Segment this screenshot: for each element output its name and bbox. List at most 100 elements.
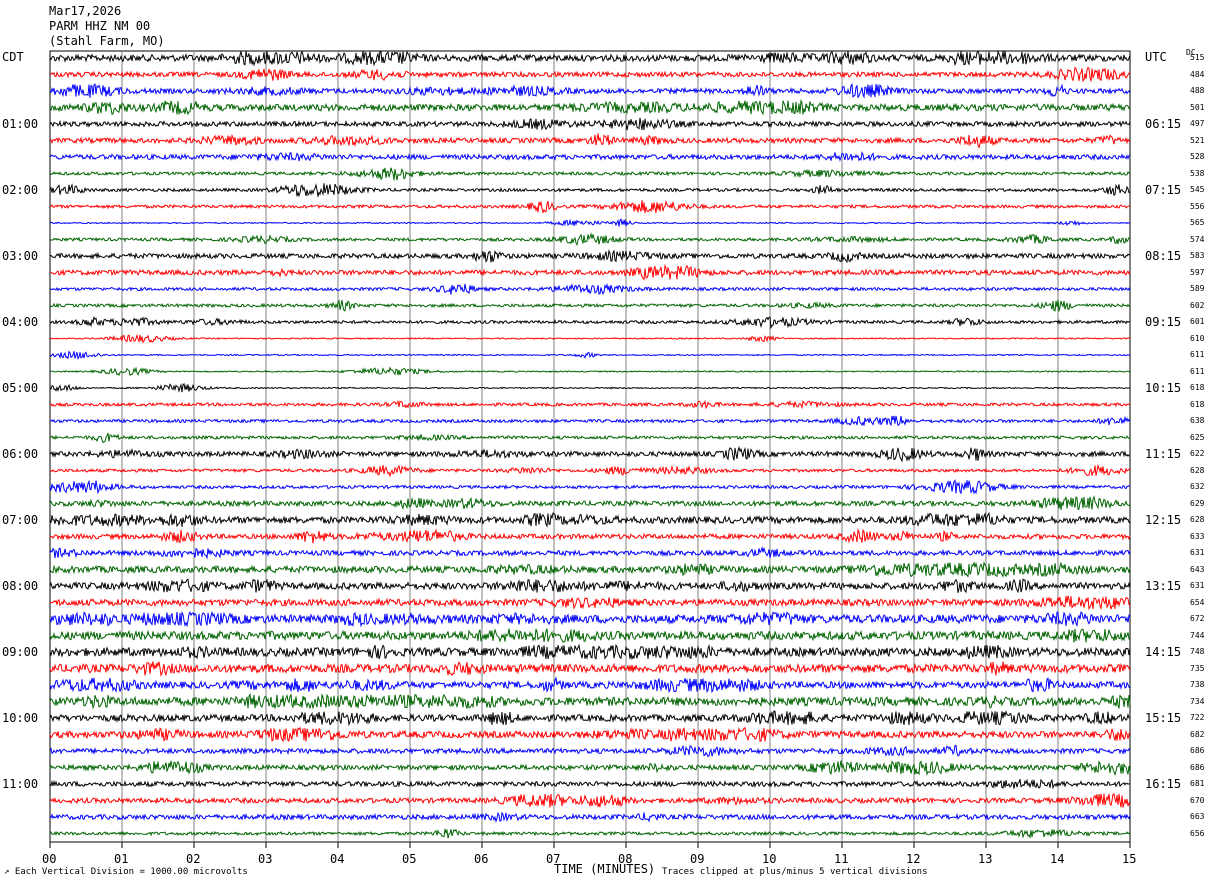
seismic-trace	[49, 382, 1131, 393]
seismic-trace	[49, 350, 1131, 361]
dc-offset-label: 722	[1190, 713, 1205, 722]
dc-offset-label: 622	[1190, 449, 1205, 458]
dc-offset-label: 545	[1190, 185, 1205, 194]
cdt-hour-label: 06:00	[2, 447, 39, 461]
seismic-trace	[49, 445, 1131, 463]
dc-offset-label: 574	[1190, 234, 1205, 244]
x-tick-label: 15	[1122, 852, 1137, 866]
seismic-trace	[49, 710, 1131, 727]
x-tick-label: 02	[186, 852, 201, 866]
utc-hour-label: 12:15	[1145, 513, 1182, 527]
dc-offset-label: 484	[1190, 69, 1205, 79]
utc-hour-label: 09:15	[1145, 315, 1182, 329]
dc-offset-label: 628	[1190, 515, 1205, 524]
dc-offset-label: 501	[1190, 102, 1205, 112]
seismic-trace	[49, 133, 1131, 149]
utc-hour-label: 06:15	[1145, 117, 1182, 131]
x-tick-label: 10	[762, 852, 777, 866]
plot-date: Mar17,2026	[49, 4, 122, 18]
seismic-trace	[49, 263, 1131, 281]
seismic-trace	[49, 49, 1131, 67]
seismic-trace	[49, 760, 1131, 777]
dc-offset-label: 618	[1190, 383, 1205, 392]
dc-offset-label: 628	[1190, 465, 1205, 475]
dc-column-label: DC	[1186, 48, 1196, 57]
dc-offset-label: 488	[1190, 86, 1205, 95]
seismic-trace	[49, 98, 1131, 116]
seismic-trace	[49, 366, 1131, 376]
seismic-trace	[49, 333, 1131, 344]
utc-hour-label: 15:15	[1145, 711, 1182, 725]
dc-offset-label: 672	[1190, 614, 1205, 623]
dc-offset-label: 556	[1190, 201, 1205, 211]
vertical-division-text: Each Vertical Division = 1000.00 microvo…	[14, 867, 248, 877]
dc-offset-label: 528	[1190, 152, 1205, 161]
dc-offset-label: 670	[1190, 795, 1205, 805]
cdt-hour-label: 08:00	[2, 579, 39, 593]
seismic-trace	[50, 200, 1131, 214]
cdt-hour-label: 04:00	[2, 315, 39, 329]
dc-offset-label: 610	[1190, 333, 1205, 343]
dc-offset-label: 631	[1190, 581, 1205, 590]
seismic-trace	[49, 660, 1131, 677]
cdt-hour-label: 10:00	[2, 711, 39, 725]
dc-offset-label: 681	[1190, 779, 1205, 788]
seismic-trace	[49, 432, 1131, 444]
x-tick-label: 05	[402, 852, 417, 866]
seismic-trace	[50, 415, 1131, 427]
cdt-hour-label: 09:00	[2, 645, 39, 659]
plot-frame	[49, 50, 1131, 843]
utc-hour-label: 13:15	[1145, 579, 1182, 593]
seismic-trace	[49, 479, 1131, 495]
x-tick-label: 08	[618, 852, 633, 866]
seismic-trace	[49, 643, 1131, 661]
dc-offset-label: 744	[1190, 630, 1205, 640]
x-tick-label: 09	[690, 852, 705, 866]
seismic-trace	[49, 512, 1131, 528]
dc-offset-label: 734	[1190, 696, 1205, 706]
dc-offset-label: 515	[1190, 53, 1205, 62]
dc-offset-label: 611	[1190, 366, 1205, 376]
dc-offset-label: 601	[1190, 317, 1205, 326]
seismic-trace	[49, 528, 1131, 544]
seismic-trace	[49, 578, 1131, 594]
seismic-trace	[49, 561, 1131, 578]
station-location: (Stahl Farm, MO)	[49, 34, 165, 48]
dc-offset-label: 611	[1190, 350, 1205, 359]
seismic-trace	[49, 218, 1131, 227]
dc-offset-label: 597	[1190, 267, 1205, 277]
dc-offset-label: 618	[1190, 399, 1205, 409]
station-code: PARM HHZ NM 00	[49, 19, 151, 33]
dc-offset-label: 682	[1190, 729, 1205, 739]
seismic-trace	[49, 744, 1131, 758]
dc-offset-label: 663	[1190, 812, 1205, 821]
dc-offset-label: 638	[1190, 416, 1205, 425]
seismic-trace	[49, 595, 1131, 611]
dc-offset-label: 625	[1190, 432, 1205, 442]
seismic-trace	[49, 546, 1131, 560]
dc-offset-label: 686	[1190, 746, 1205, 755]
right-timezone-label: UTC	[1145, 50, 1167, 64]
seismic-trace	[49, 726, 1131, 743]
dc-offset-label: 589	[1190, 284, 1205, 293]
cdt-hour-label: 11:00	[2, 777, 39, 791]
dc-offset-label: 538	[1190, 168, 1205, 178]
seismic-trace	[49, 299, 1131, 312]
seismic-trace	[49, 463, 1131, 478]
seismic-trace	[49, 249, 1131, 264]
seismic-trace	[49, 495, 1131, 511]
seismic-trace	[49, 183, 1131, 198]
cdt-hour-label: 02:00	[2, 183, 39, 197]
seismic-trace	[49, 315, 1131, 330]
utc-hour-label: 08:15	[1145, 249, 1182, 263]
dc-offset-label: 632	[1190, 482, 1205, 491]
cdt-hour-label: 05:00	[2, 381, 39, 395]
x-tick-label: 14	[1050, 852, 1065, 866]
x-tick-label: 11	[834, 852, 849, 866]
cdt-hour-label: 07:00	[2, 513, 39, 527]
dc-offset-label: 583	[1190, 251, 1205, 260]
dc-offset-label: 497	[1190, 119, 1205, 128]
dc-offset-label: 738	[1190, 680, 1205, 689]
x-tick-label: 06	[474, 852, 489, 866]
seismic-trace	[49, 399, 1130, 410]
